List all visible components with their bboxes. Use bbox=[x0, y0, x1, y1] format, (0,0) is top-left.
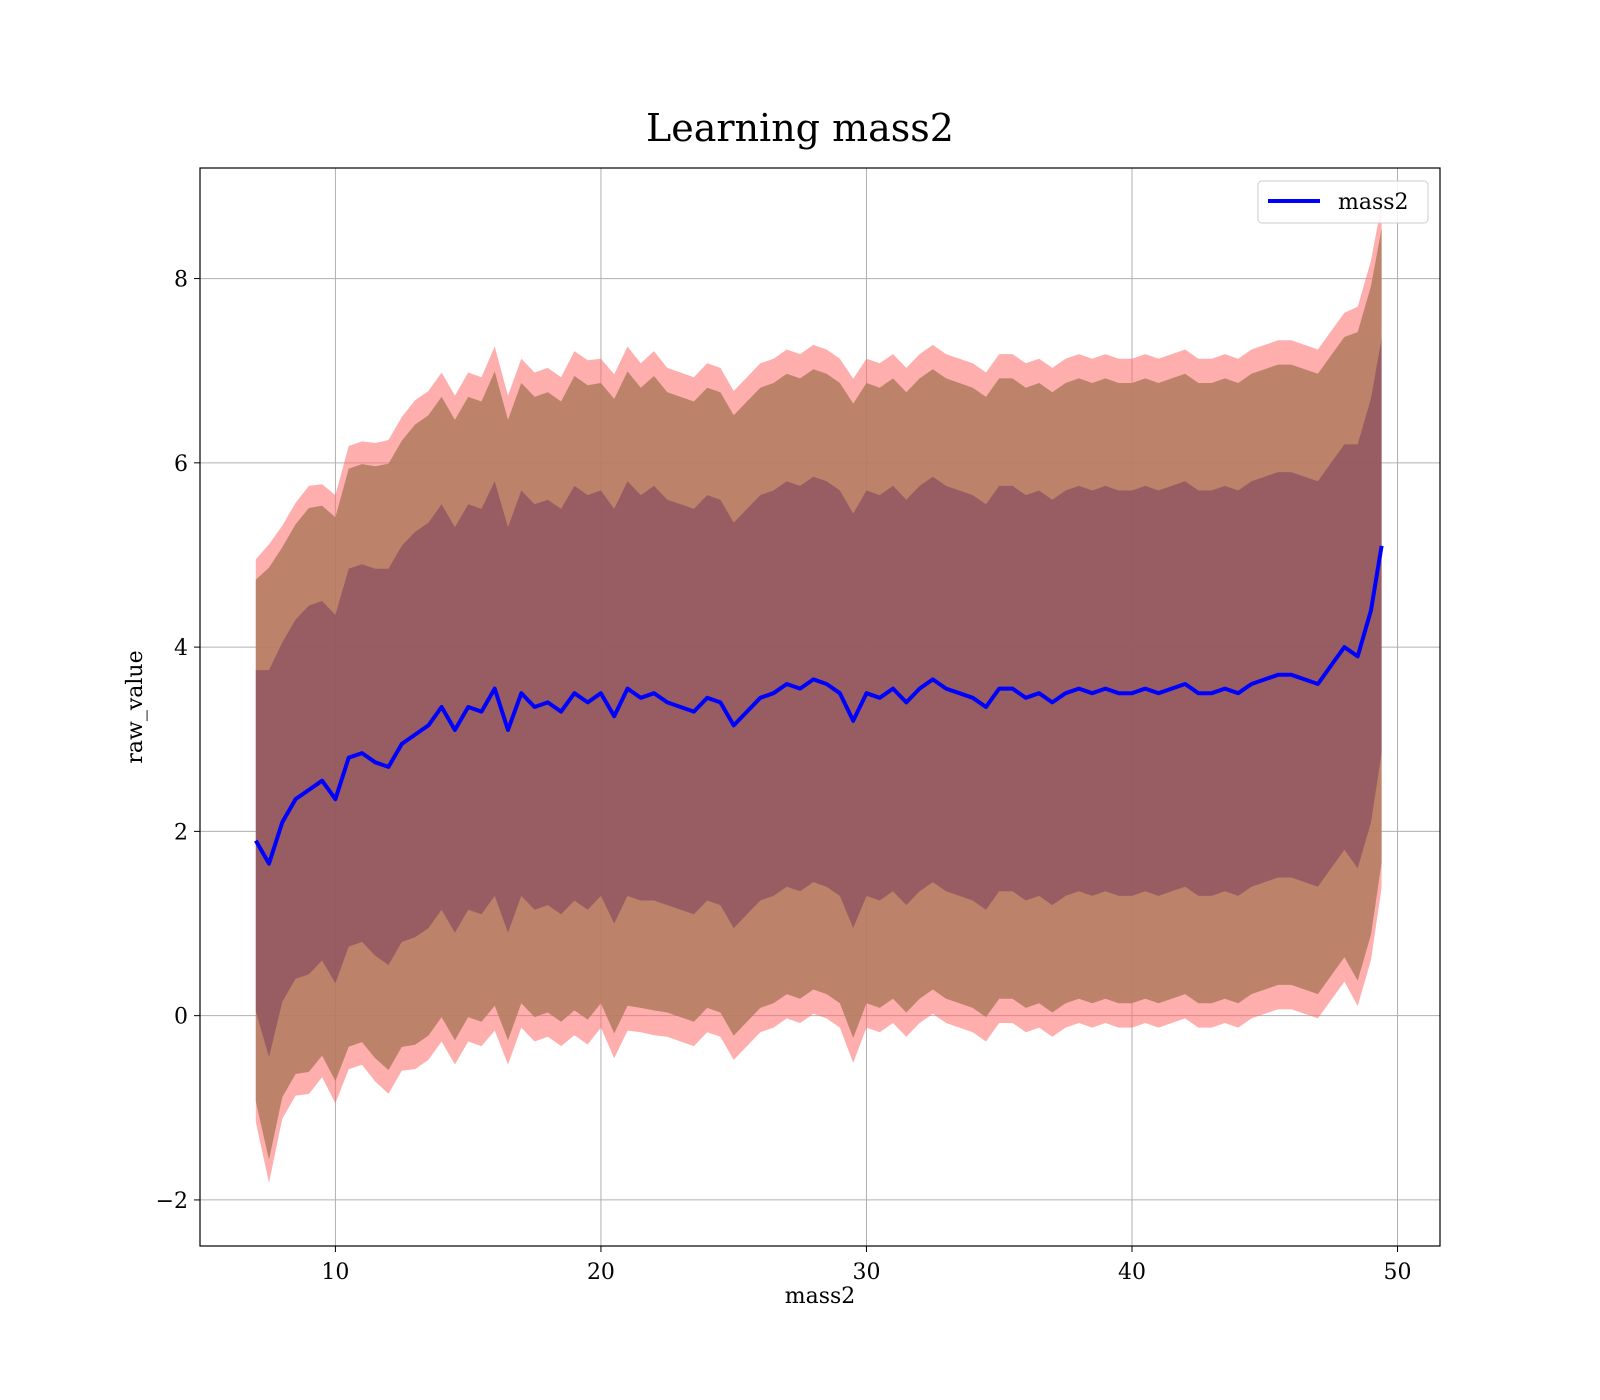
band-inner bbox=[255, 338, 1382, 1058]
x-tick-label: 30 bbox=[852, 1260, 880, 1285]
x-tick-label: 20 bbox=[587, 1260, 615, 1285]
chart-title: Learning mass2 bbox=[646, 106, 954, 150]
legend-box bbox=[1257, 180, 1429, 224]
y-tick-label: 2 bbox=[174, 820, 188, 845]
x-axis-ticks: 10 20 30 40 50 bbox=[321, 1246, 1412, 1285]
y-tick-label: 4 bbox=[174, 636, 188, 661]
y-axis-label: raw_value bbox=[123, 650, 148, 763]
x-axis-label: mass2 bbox=[785, 1284, 856, 1309]
y-tick-label: 0 bbox=[174, 1005, 188, 1030]
y-tick-label: 6 bbox=[174, 452, 188, 477]
y-axis-ticks: −2 0 2 4 6 8 bbox=[156, 268, 200, 1214]
uncertainty-bands bbox=[255, 203, 1382, 1183]
legend-label-mass2: mass2 bbox=[1338, 190, 1409, 215]
legend: mass2 bbox=[1257, 180, 1429, 224]
x-tick-label: 50 bbox=[1384, 1260, 1412, 1285]
series-lines bbox=[254, 545, 1384, 866]
series-line-mass2 bbox=[254, 545, 1384, 866]
plot-frame bbox=[199, 167, 1441, 1247]
y-tick-label: 8 bbox=[174, 268, 188, 293]
x-tick-label: 10 bbox=[321, 1260, 349, 1285]
y-tick-label: −2 bbox=[156, 1189, 188, 1214]
x-tick-label: 40 bbox=[1118, 1260, 1146, 1285]
